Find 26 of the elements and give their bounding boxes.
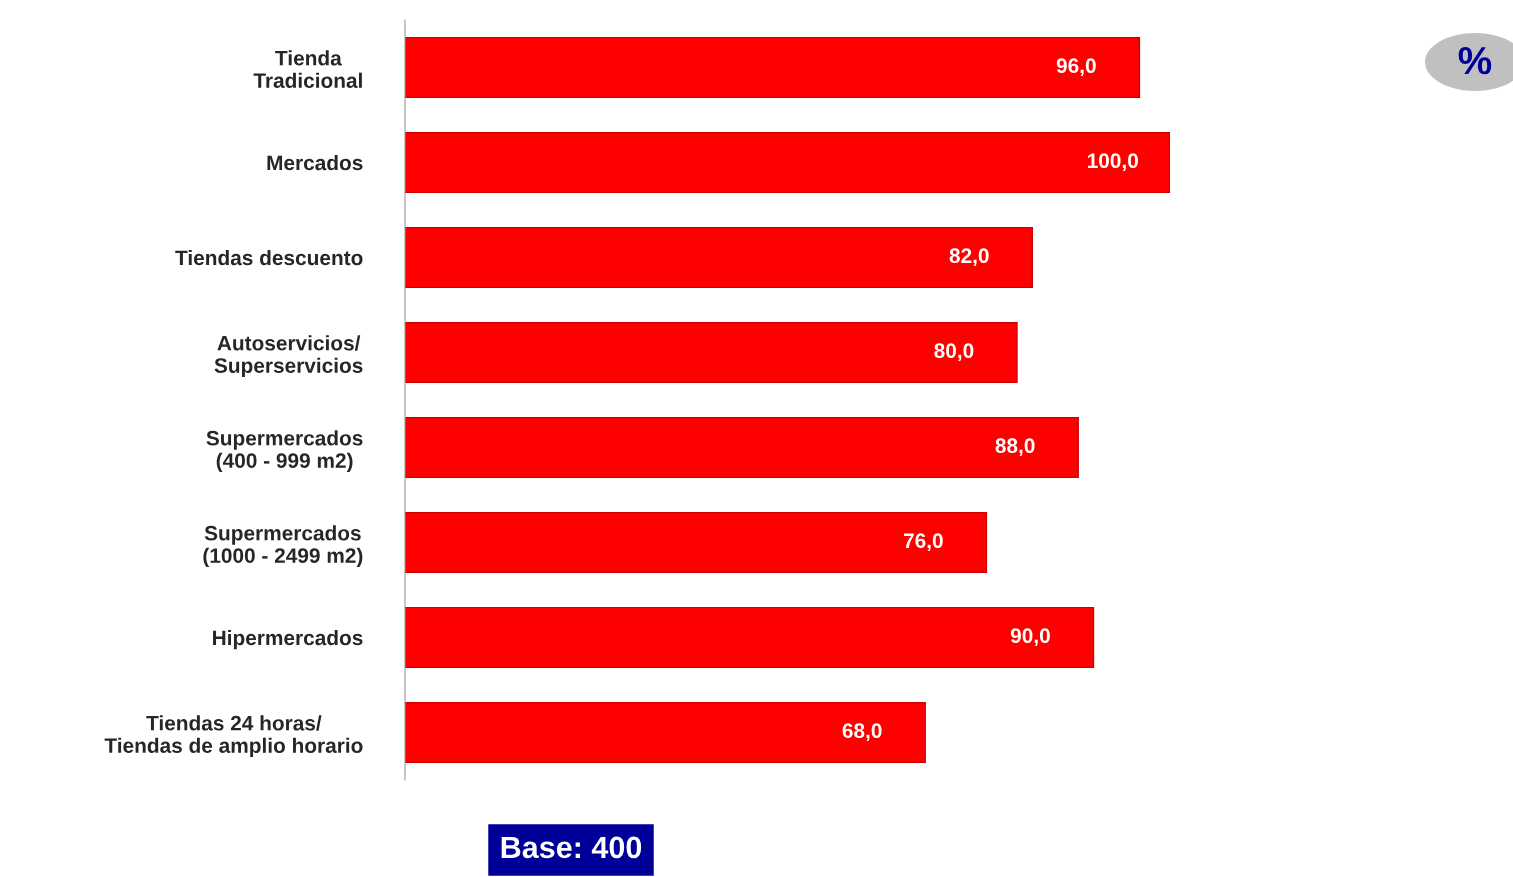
bar xyxy=(405,36,1141,99)
y-tick-label: Supermercados (1000 - 2499 m2) xyxy=(203,525,363,568)
text: Base: 400 xyxy=(501,836,642,859)
data-label: 68,0 xyxy=(842,723,882,742)
bar xyxy=(405,321,1018,384)
y-tick-label: Tienda Tradicional xyxy=(253,50,362,88)
data-label: 76,0 xyxy=(903,533,943,552)
y-tick-label: Hipermercados xyxy=(213,629,363,650)
bar xyxy=(405,701,926,764)
text: % xyxy=(1458,47,1492,75)
y-tick-label: Autoservicios/ Superservicios xyxy=(214,335,363,378)
bar xyxy=(405,511,988,574)
data-label: 90,0 xyxy=(1010,628,1050,647)
data-label: 96,0 xyxy=(1056,58,1096,77)
data-label: 80,0 xyxy=(934,343,974,362)
y-tick-label: Tiendas 24 horas/ Tiendas de amplio horario xyxy=(104,715,363,758)
bar xyxy=(405,416,1079,479)
y-tick-label: Tiendas descuento xyxy=(175,249,363,266)
bar xyxy=(405,606,1095,669)
data-label: 88,0 xyxy=(995,438,1035,457)
bar xyxy=(405,131,1170,194)
data-label: 82,0 xyxy=(949,248,989,267)
y-tick-label: Supermercados (400 - 999 m2) xyxy=(206,430,363,473)
bar xyxy=(405,226,1033,289)
y-tick-label: Mercados xyxy=(267,154,363,171)
data-label: 100,0 xyxy=(1087,153,1138,172)
